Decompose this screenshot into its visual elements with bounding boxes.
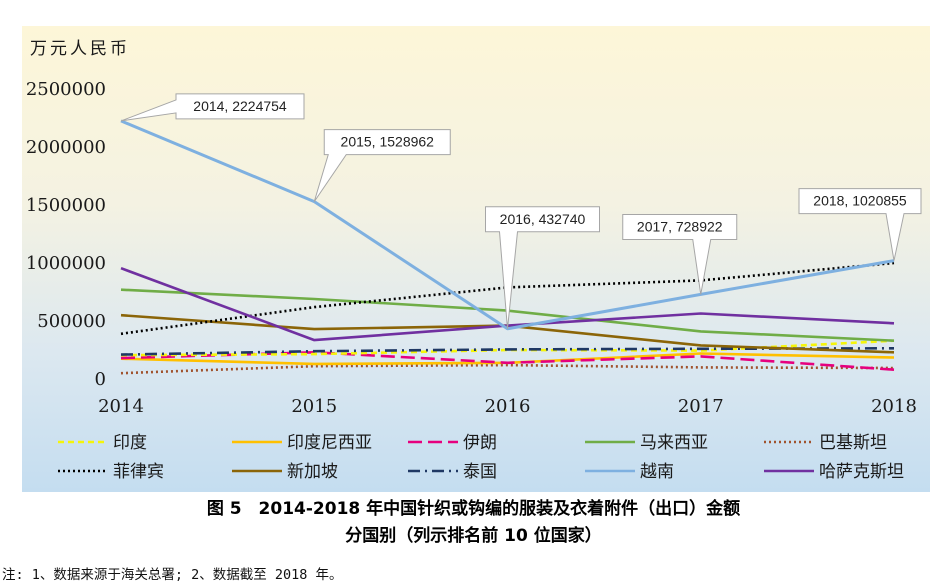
legend-label: 马来西亚 bbox=[640, 433, 708, 453]
y-tick-label: 0 bbox=[95, 369, 106, 390]
callout-box bbox=[485, 206, 600, 329]
y-axis-ticks: 0 500000 1000000 1500000 2000000 2500000 bbox=[26, 79, 106, 390]
x-tick-label: 2017 bbox=[678, 396, 724, 417]
chart-panel: 万元人民币 0 500000 1000000 1500000 2000000 250000… bbox=[22, 26, 930, 492]
y-tick-label: 1000000 bbox=[26, 253, 106, 274]
source-note: 注: 1、数据来源于海关总署; 2、数据截至 2018 年。 bbox=[2, 567, 343, 583]
x-tick-label: 2016 bbox=[485, 396, 531, 417]
series-line-7 bbox=[120, 346, 895, 356]
y-tick-label: 2500000 bbox=[26, 79, 106, 100]
callout-box bbox=[622, 213, 738, 295]
x-tick-label: 2018 bbox=[871, 396, 917, 417]
x-tick-label: 2015 bbox=[291, 396, 337, 417]
legend-label: 哈萨克斯坦 bbox=[819, 462, 904, 482]
y-tick-label: 1500000 bbox=[26, 195, 106, 216]
data-label: 2017, 728922 bbox=[637, 218, 723, 234]
legend-label: 菲律宾 bbox=[113, 462, 164, 482]
caption-line-2: 分国别（列示排名前 10 位国家） bbox=[345, 526, 602, 546]
y-axis-unit-label: 万元人民币 bbox=[30, 39, 130, 59]
data-label: 2014, 2224754 bbox=[193, 98, 287, 114]
callout-box bbox=[798, 188, 922, 261]
data-label: 2018, 1020855 bbox=[813, 193, 907, 209]
callout-box bbox=[120, 93, 305, 122]
y-tick-label: 500000 bbox=[37, 311, 106, 332]
legend-label: 印度尼西亚 bbox=[287, 433, 372, 453]
series-line-2 bbox=[120, 350, 895, 371]
callout-box bbox=[313, 129, 451, 202]
caption-line-1: 图 5 2014-2018 年中国针织或钩编的服装及衣着附件（出口）金额 bbox=[206, 499, 741, 519]
data-label: 2016, 432740 bbox=[500, 211, 586, 227]
legend-label: 伊朗 bbox=[463, 433, 497, 453]
legend-label: 新加坡 bbox=[287, 462, 338, 482]
line-chart: 万元人民币 0 500000 1000000 1500000 2000000 250000… bbox=[26, 39, 922, 482]
x-axis-ticks: 2014 2015 2016 2017 2018 bbox=[98, 396, 917, 417]
legend-label: 泰国 bbox=[463, 462, 497, 482]
figure-caption: 图 5 2014-2018 年中国针织或钩编的服装及衣着附件（出口）金额 分国别… bbox=[0, 496, 947, 550]
legend-label: 巴基斯坦 bbox=[819, 433, 887, 453]
series-line-4 bbox=[120, 363, 895, 375]
legend-label: 越南 bbox=[640, 462, 674, 482]
data-label: 2015, 1528962 bbox=[341, 134, 435, 150]
legend-label: 印度 bbox=[113, 433, 147, 453]
callout-layer: 2014, 2224754 2015, 1528962 2016, 432740 20… bbox=[120, 93, 922, 329]
y-tick-label: 2000000 bbox=[26, 137, 106, 158]
x-tick-label: 2014 bbox=[98, 396, 144, 417]
